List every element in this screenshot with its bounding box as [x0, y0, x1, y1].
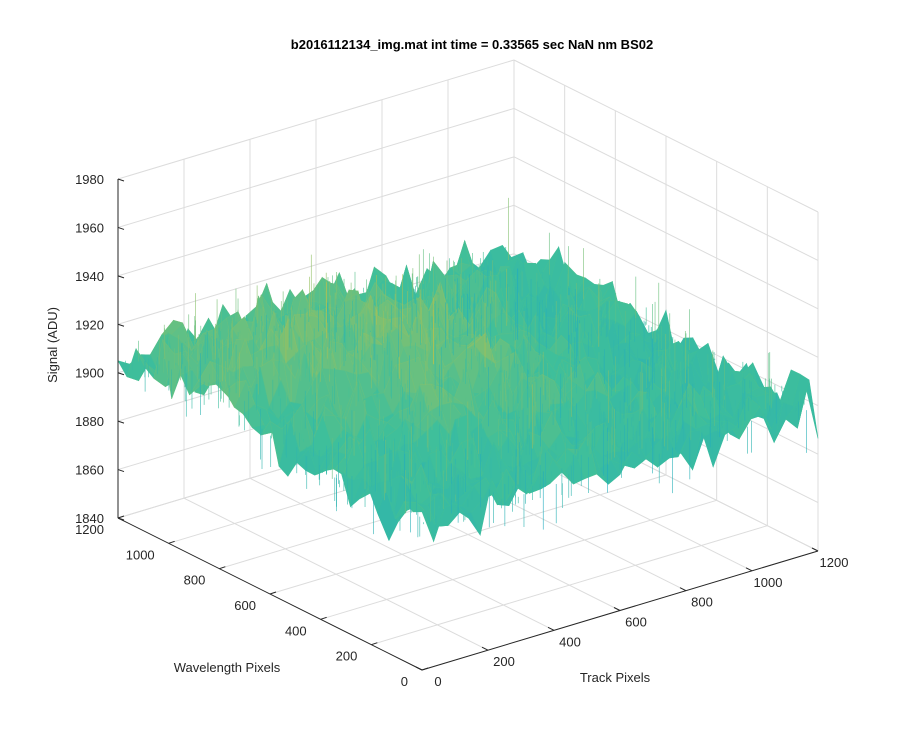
z-axis-label: Signal (ADU): [45, 307, 60, 383]
chart-title: b2016112134_img.mat int time = 0.33565 s…: [291, 37, 653, 52]
z-tick-label: 1900: [75, 366, 104, 381]
z-tick-label: 1980: [75, 172, 104, 187]
side-wall-grid-line: [513, 107, 819, 261]
x-tick-mark: [811, 547, 819, 552]
y-tick-mark: [320, 616, 327, 620]
y-tick-label: 1000: [126, 547, 155, 562]
y-tick-label: 1200: [75, 522, 104, 537]
side-wall-grid-line: [513, 204, 819, 358]
x-tick-mark: [745, 567, 753, 572]
z-tick-label: 1960: [75, 220, 104, 235]
y-tick-mark: [421, 667, 429, 671]
y-tick-mark: [371, 642, 378, 646]
y-axis-label: Wavelength Pixels: [174, 660, 281, 675]
z-tick-mark: [117, 275, 125, 279]
z-tick-mark: [117, 469, 125, 473]
side-wall-grid-line: [513, 156, 819, 310]
x-axis-label: Track Pixels: [580, 670, 651, 685]
z-tick-mark: [117, 226, 125, 230]
surface-mesh: [117, 197, 819, 543]
x-tick-mark: [613, 607, 621, 611]
floor-grid-line: [320, 499, 717, 620]
back-wall-grid-line: [117, 107, 515, 228]
floor-grid-line: [371, 525, 768, 646]
x-tick-mark: [481, 646, 489, 651]
back-wall-grid-line: [117, 156, 515, 277]
x-tick-label: 200: [493, 654, 515, 669]
y-tick-label: 400: [285, 623, 307, 638]
y-tick-label: 800: [184, 573, 206, 588]
x-tick-mark: [679, 587, 687, 592]
surface-facet: [413, 509, 434, 542]
x-tick-label: 800: [691, 595, 713, 610]
z-tick-mark: [117, 372, 125, 376]
x-tick-mark: [415, 666, 423, 671]
z-tick-label: 1860: [75, 463, 104, 478]
side-wall-grid-line: [513, 59, 819, 213]
y-tick-mark: [269, 591, 277, 595]
y-tick-mark: [219, 566, 226, 570]
z-tick-mark: [117, 517, 125, 521]
z-tick-label: 1840: [75, 511, 104, 526]
x-tick-label: 400: [559, 634, 581, 649]
back-wall-grid-line: [117, 59, 515, 180]
axes: [117, 178, 819, 671]
z-tick-mark: [117, 323, 125, 327]
y-tick-label: 600: [234, 598, 256, 613]
tick-labels: 0 200 400 600 800 1000 1200 0 200 400 600 800 1000 12…: [75, 172, 848, 689]
z-tick-label: 1940: [75, 269, 104, 284]
y-tick-mark: [168, 540, 175, 544]
y-tick-label: 200: [336, 649, 358, 664]
x-tick-label: 600: [625, 615, 647, 630]
x-tick-label: 1200: [820, 555, 849, 570]
z-tick-label: 1920: [75, 317, 104, 332]
x-tick-mark: [547, 626, 555, 631]
z-tick-label: 1880: [75, 414, 104, 429]
z-tick-mark: [117, 420, 125, 424]
x-tick-label: 1000: [754, 575, 783, 590]
z-tick-mark: [117, 178, 125, 182]
floor-grid-line: [269, 474, 667, 595]
y-tick-label: 0: [401, 674, 408, 689]
x-tick-label: 0: [434, 674, 441, 689]
y-tick-mark: [117, 515, 125, 519]
back-wall-grid-line: [117, 204, 515, 325]
